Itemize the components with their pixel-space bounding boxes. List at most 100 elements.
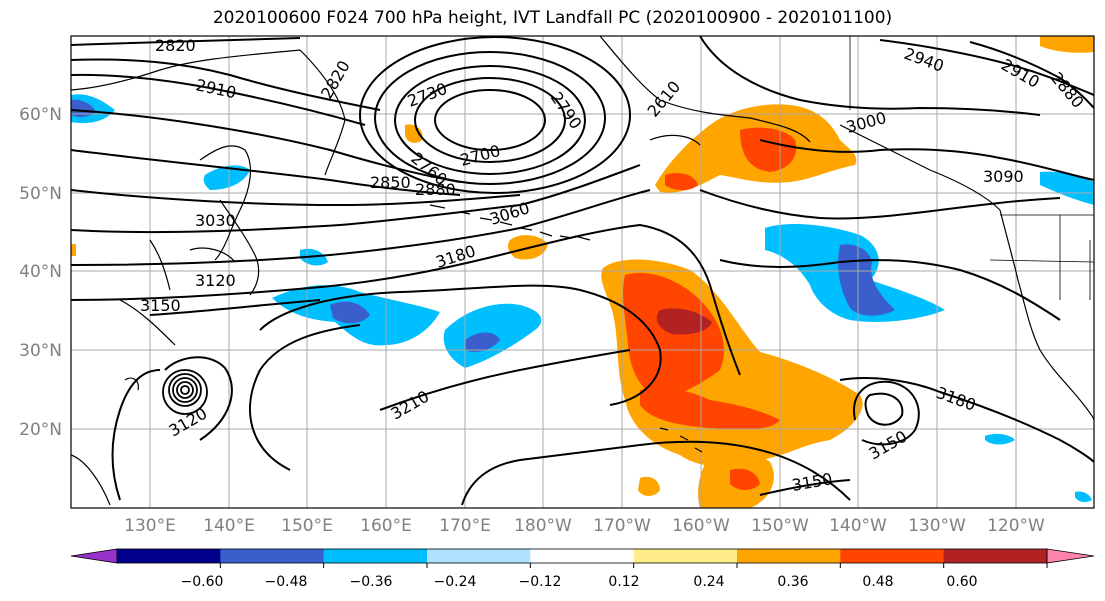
map-area: 2820 2910 2820 2730 2790 2610 2940 2910 … (71, 36, 1094, 508)
colorbar-segment (117, 549, 221, 563)
contour-line (969, 41, 1094, 109)
ivt-negative-region (985, 433, 1015, 445)
contour-line (259, 284, 662, 406)
ivt-negative-region (71, 99, 96, 117)
contour-line (71, 58, 381, 111)
contour-line (71, 164, 641, 234)
colorbar-tick-label: 0.24 (693, 574, 724, 590)
contour-line (699, 36, 1041, 116)
ivt-positive-shading (71, 36, 1094, 508)
lon-label: 140°E (203, 516, 255, 536)
lon-label: 120°W (987, 516, 1045, 536)
ivt-positive-region (1040, 36, 1094, 53)
ivt-positive-region (740, 127, 797, 172)
colorbar-tick-label: −0.48 (265, 574, 308, 590)
contour-line (71, 37, 301, 46)
contour-line (839, 377, 1094, 463)
colorbar-segment (737, 549, 841, 563)
hawaii-islands (659, 427, 703, 453)
longitude-labels: 130°E 140°E 150°E 160°E 170°E 180°W 170°… (124, 516, 1045, 536)
colorbar-segment (530, 549, 635, 563)
colorbar-segments (70, 548, 1095, 564)
colorbar-tick-labels: −0.60 −0.48 −0.36 −0.24 −0.12 0.12 0.24 … (181, 574, 978, 590)
borders (849, 36, 1094, 300)
ivt-negative-region (330, 301, 370, 324)
colorbar-segment (427, 549, 531, 563)
lat-label: 60°N (19, 105, 62, 125)
lat-label: 20°N (19, 420, 62, 440)
ivt-positive-region (730, 468, 760, 490)
lon-label: 170°E (439, 516, 491, 536)
ivt-negative-region (465, 332, 500, 352)
lat-label: 30°N (19, 341, 62, 361)
colorbar-tick-label: 0.60 (946, 574, 977, 590)
lon-label: 180°W (514, 516, 572, 536)
contour-line (461, 440, 851, 506)
ivt-negative-region (1040, 171, 1094, 205)
map-frame (70, 35, 1095, 509)
ivt-positive-region (638, 476, 660, 496)
alaska-coastline (599, 36, 1001, 211)
contour-line (759, 479, 851, 496)
colorbar-extend-high (1046, 548, 1095, 564)
contour-line (111, 369, 161, 501)
colorbar: −0.60 −0.48 −0.36 −0.24 −0.12 0.12 0.24 … (70, 548, 1095, 590)
lon-label: 130°E (124, 516, 176, 536)
contour-label: 3090 (983, 167, 1024, 186)
ivt-positive-region (405, 124, 423, 143)
lon-label: 130°W (908, 516, 966, 536)
contour-line (759, 139, 1094, 181)
ivt-negative-region (838, 244, 895, 316)
lon-label: 150°E (281, 516, 333, 536)
contour-label: 3120 (195, 271, 236, 290)
ivt-negative-region (1075, 491, 1092, 503)
colorbar-frame (116, 548, 1048, 564)
colorbar-tick-label: 0.48 (862, 574, 893, 590)
colorbar-segment (943, 549, 1048, 563)
closed-low (359, 36, 631, 194)
north-america-coastline (999, 209, 1094, 421)
ivt-negative-shading (71, 94, 1094, 503)
colorbar-extend-low (70, 548, 118, 564)
contour-line (864, 392, 904, 426)
contour-label: 3030 (195, 211, 236, 230)
colorbar-segment (633, 549, 738, 563)
cyclone-rings (162, 369, 208, 415)
contour-label: 2850 (370, 173, 411, 192)
contour-line (249, 324, 361, 471)
lon-label: 150°W (751, 516, 809, 536)
lat-label: 50°N (19, 184, 62, 204)
colorbar-tick-label: −0.36 (350, 574, 393, 590)
contour-line (164, 356, 233, 441)
colorbar-segment (220, 549, 325, 563)
colorbar-segment (840, 549, 945, 563)
contour-line (379, 349, 631, 411)
height-contours (71, 36, 1094, 506)
japan-coastline (219, 199, 260, 296)
lon-label: 160°W (672, 516, 730, 536)
colorbar-tick-label: 0.36 (777, 574, 808, 590)
contour-label: 2820 (155, 36, 196, 55)
latitude-labels: 60°N 50°N 40°N 30°N 20°N (19, 105, 62, 440)
ivt-positive-region (71, 244, 76, 256)
colorbar-ticks (219, 563, 1048, 568)
contour-line (71, 223, 741, 376)
contour-line (71, 73, 366, 126)
map-title: 2020100600 F024 700 hPa height, IVT Land… (212, 8, 893, 28)
contour-line (149, 299, 321, 316)
colorbar-segment (323, 549, 428, 563)
lon-label: 170°W (593, 516, 651, 536)
contour-line (719, 259, 1061, 321)
contour-line (71, 149, 461, 196)
contour-line (699, 189, 1061, 220)
contour-label: 3150 (140, 296, 181, 315)
contour-line (71, 189, 521, 207)
colorbar-tick-label: −0.12 (519, 574, 562, 590)
lon-label: 160°E (360, 516, 412, 536)
lat-label: 40°N (19, 262, 62, 282)
ivt-negative-region (203, 165, 250, 190)
ivt-positive-region (656, 308, 712, 335)
contour-line (71, 189, 651, 266)
contour-label: 2880 (415, 180, 456, 199)
